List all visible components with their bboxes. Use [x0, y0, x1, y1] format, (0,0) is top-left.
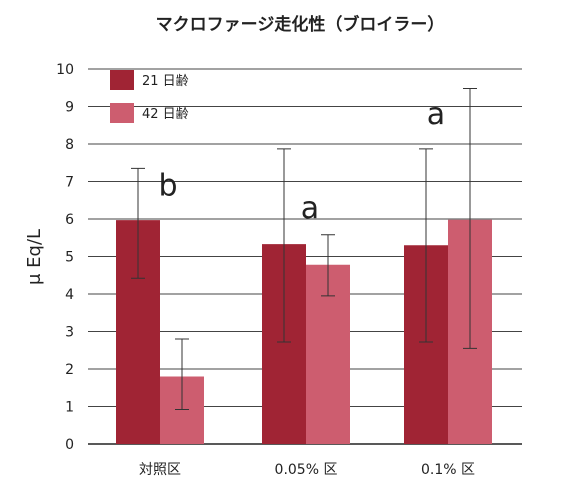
- y-tick-label: 0: [65, 437, 74, 453]
- legend-swatch: [110, 103, 134, 123]
- error-bar: [463, 88, 477, 349]
- y-axis-label: μ Eq/L: [24, 229, 45, 285]
- x-category-label: 対照区: [139, 462, 181, 478]
- x-category-label: 0.1% 区: [421, 462, 475, 478]
- significance-label: a: [427, 97, 445, 132]
- legend-item: 42 日齢: [110, 103, 189, 123]
- significance-labels: b a a: [158, 97, 445, 226]
- y-tick-label: 4: [65, 287, 74, 303]
- y-tick-label: 7: [65, 175, 74, 191]
- y-tick-label: 10: [56, 62, 74, 78]
- bars: [116, 219, 492, 444]
- error-bar: [277, 148, 291, 343]
- y-tick-label: 9: [65, 100, 74, 116]
- error-bar: [321, 234, 335, 297]
- x-category-labels: 対照区 0.05% 区 0.1% 区: [139, 462, 475, 478]
- legend: 21 日齢 42 日齢: [110, 70, 189, 123]
- y-tick-label: 1: [65, 400, 74, 416]
- y-tick-label: 6: [65, 212, 74, 228]
- legend-label: 21 日齢: [142, 74, 189, 89]
- legend-item: 21 日齢: [110, 70, 189, 90]
- y-tick-label: 2: [65, 362, 74, 378]
- error-bar: [175, 338, 189, 410]
- y-tick-labels: 0 1 2 3 4 5 6 7 8 9 10: [56, 62, 74, 453]
- error-bar: [419, 148, 433, 343]
- legend-swatch: [110, 70, 134, 90]
- error-bars: [131, 88, 477, 410]
- significance-label: b: [158, 168, 177, 203]
- y-tick-label: 3: [65, 325, 74, 341]
- significance-label: a: [301, 191, 319, 226]
- y-tick-label: 8: [65, 137, 74, 153]
- chart-title: マクロファージ走化性（ブロイラー）: [156, 14, 445, 35]
- error-bar: [131, 167, 145, 279]
- legend-label: 42 日齢: [142, 107, 189, 122]
- y-tick-label: 5: [65, 250, 74, 266]
- x-category-label: 0.05% 区: [275, 462, 338, 478]
